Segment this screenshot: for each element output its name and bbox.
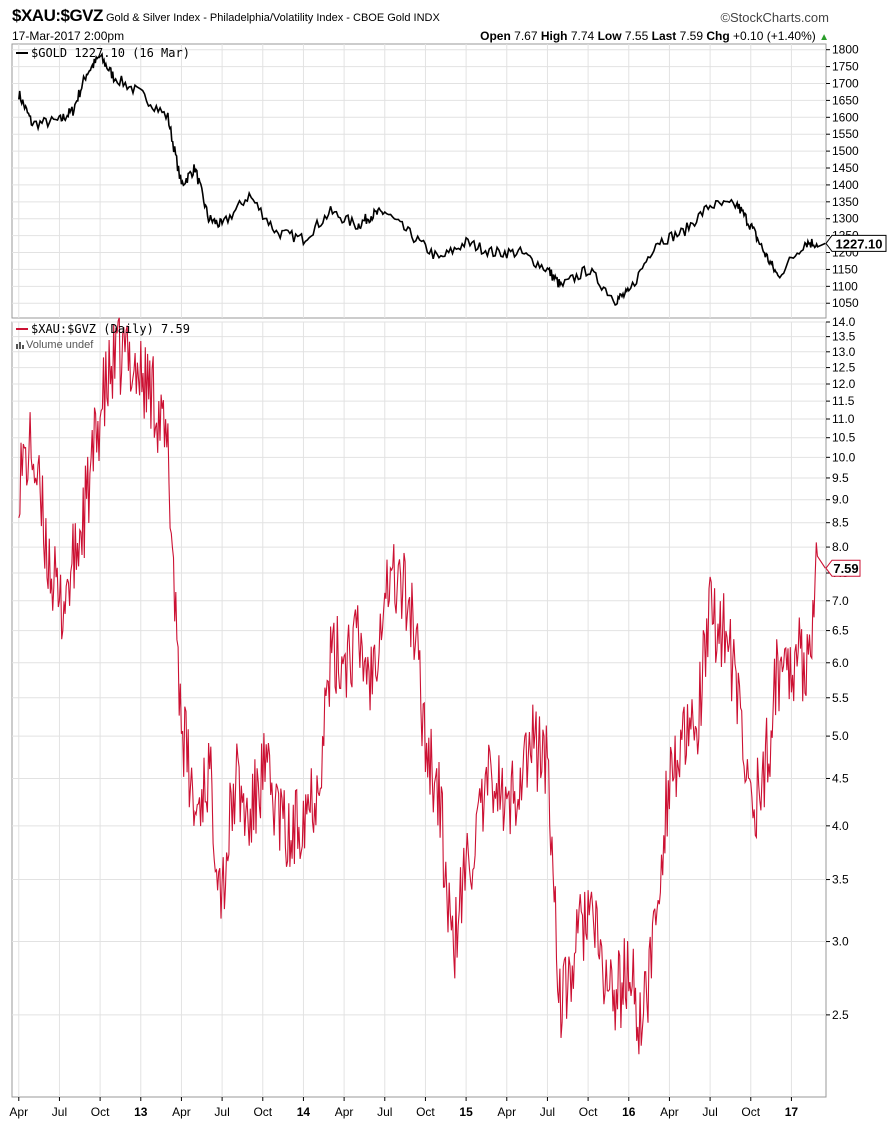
ratio-y-tick-label: 11.5	[832, 394, 855, 408]
x-tick-label: Jul	[702, 1105, 717, 1119]
x-tick-label: 16	[622, 1105, 636, 1119]
symbol: $XAU:$GVZ	[12, 6, 103, 25]
gold-y-tick-label: 1650	[832, 93, 859, 107]
brand-logo[interactable]: ©StockCharts.com	[720, 10, 829, 25]
datetime: 17-Mar-2017 2:00pm	[12, 29, 125, 43]
gold-last-value-box	[825, 234, 887, 252]
ratio-y-tick-label: 5.0	[832, 729, 849, 743]
volume-bar-glyph	[19, 342, 21, 349]
ratio-y-tick-label: 6.5	[832, 624, 849, 638]
gold-y-tick-label: 1450	[832, 161, 859, 175]
quote-summary: Open 7.67 High 7.74 Low 7.55 Last 7.59 C…	[480, 29, 829, 43]
last-value: 7.59	[679, 29, 703, 43]
x-tick-label: 13	[134, 1105, 148, 1119]
gold-legend-label: $GOLD 1227.10 (16 Mar)	[31, 46, 190, 60]
gold-y-tick-label: 1350	[832, 195, 859, 209]
gold-y-tick-label: 1600	[832, 110, 859, 124]
ratio-y-tick-label: 9.0	[832, 493, 849, 507]
ratio-y-tick-label: 9.5	[832, 471, 849, 485]
x-tick-label: Oct	[741, 1105, 760, 1119]
gold-y-tick-label: 1750	[832, 60, 859, 74]
ratio-y-tick-label: 2.5	[832, 1008, 849, 1022]
x-tick-label: Jul	[214, 1105, 229, 1119]
ratio-y-tick-label: 10.5	[832, 431, 856, 445]
x-tick-label: 15	[459, 1105, 473, 1119]
volume-bars-icon	[16, 342, 24, 349]
ratio-y-tick-label: 13.5	[832, 330, 856, 344]
up-arrow-icon: ▲	[819, 32, 829, 43]
ratio-legend-label: $XAU:$GVZ (Daily) 7.59	[31, 322, 190, 336]
ratio-y-tick-label: 10.0	[832, 450, 856, 464]
x-tick-label: Oct	[579, 1105, 598, 1119]
x-axis: Apr Jul Oct 13 Apr Jul Oct 14 Apr Jul Oct 15 Apr Jul O…	[9, 1097, 798, 1119]
ratio-y-tick-label: 6.0	[832, 656, 849, 670]
x-tick-label: Jul	[377, 1105, 392, 1119]
open-label: Open	[480, 29, 511, 43]
chg-value: +0.10 (+1.40%)	[733, 29, 816, 43]
x-tick-label: 14	[297, 1105, 311, 1119]
ratio-last-value-box	[825, 559, 861, 577]
chg-label: Chg	[706, 29, 730, 43]
ratio-y-tick-label: 5.5	[832, 691, 849, 705]
x-tick-label: Apr	[172, 1105, 191, 1119]
ratio-y-tick-label: 13.0	[832, 345, 856, 359]
ratio-y-tick-label: 8.0	[832, 540, 849, 554]
description: Gold & Silver Index - Philadelphia/Volat…	[105, 12, 411, 24]
gold-y-tick-label: 1550	[832, 127, 859, 141]
ratio-y-tick-label: 3.5	[832, 873, 849, 887]
x-tick-label: Oct	[416, 1105, 435, 1119]
gold-y-tick-label: 1400	[832, 178, 859, 192]
x-tick-label: Oct	[91, 1105, 110, 1119]
high-label: High	[540, 29, 568, 43]
gold-y-axis: 1800 1750 1700 1650 1600 1550 1500 1450 1400 1350…	[826, 43, 859, 310]
low-value: 7.55	[624, 29, 649, 43]
high-value: 7.74	[570, 29, 595, 43]
gold-y-tick-label: 1800	[832, 43, 859, 57]
ratio-series-line	[18, 317, 826, 1055]
ratio-grid	[12, 321, 826, 1097]
gold-y-tick-label: 1100	[832, 279, 858, 293]
x-tick-label: Apr	[660, 1105, 679, 1119]
x-tick-label: Apr	[497, 1105, 516, 1119]
exchange: INDX	[413, 12, 440, 24]
x-tick-label: Apr	[335, 1105, 354, 1119]
gold-y-tick-label: 1050	[832, 296, 859, 310]
volume-bar-glyph	[16, 344, 18, 349]
x-tick-label: Jul	[52, 1105, 67, 1119]
ratio-y-tick-label: 4.5	[832, 771, 849, 785]
x-tick-label: Apr	[9, 1105, 28, 1119]
ratio-y-tick-label: 3.0	[832, 935, 849, 949]
gold-grid	[12, 44, 826, 318]
last-label: Last	[651, 29, 677, 43]
low-label: Low	[597, 29, 622, 43]
chart-header: $XAU:$GVZ Gold & Silver Index - Philadel…	[12, 6, 440, 26]
gold-y-tick-label: 1500	[832, 144, 859, 158]
ratio-y-tick-label: 14.0	[832, 315, 856, 329]
ratio-y-tick-label: 8.5	[832, 516, 849, 530]
volume-legend-label: Volume undef	[26, 339, 94, 351]
gold-panel-frame	[11, 43, 827, 319]
x-tick-label: Jul	[540, 1105, 555, 1119]
ratio-y-axis: 14.013.513.0 12.5 12.0 11.5 11.0 10.5 10.0 9.5 9…	[826, 315, 856, 1022]
ratio-last-value-label: 7.59	[833, 561, 858, 576]
gold-y-tick-label: 1300	[832, 212, 859, 226]
open-value: 7.67	[514, 29, 538, 43]
ratio-y-tick-label: 4.0	[832, 819, 849, 833]
gold-last-value-label: 1227.10	[836, 236, 883, 251]
ratio-y-tick-label: 12.5	[832, 361, 856, 375]
x-tick-label: 17	[785, 1105, 799, 1119]
ratio-y-tick-label: 7.0	[832, 594, 849, 608]
ratio-panel-frame	[11, 321, 827, 1098]
gold-series-line	[18, 52, 826, 307]
gold-y-tick-label: 1700	[832, 76, 859, 90]
volume-bar-glyph	[22, 345, 24, 349]
gold-y-tick-label: 1150	[832, 262, 858, 276]
x-tick-label: Oct	[253, 1105, 272, 1119]
ratio-y-tick-label: 12.0	[832, 377, 856, 391]
ratio-y-tick-label: 11.0	[832, 412, 855, 426]
